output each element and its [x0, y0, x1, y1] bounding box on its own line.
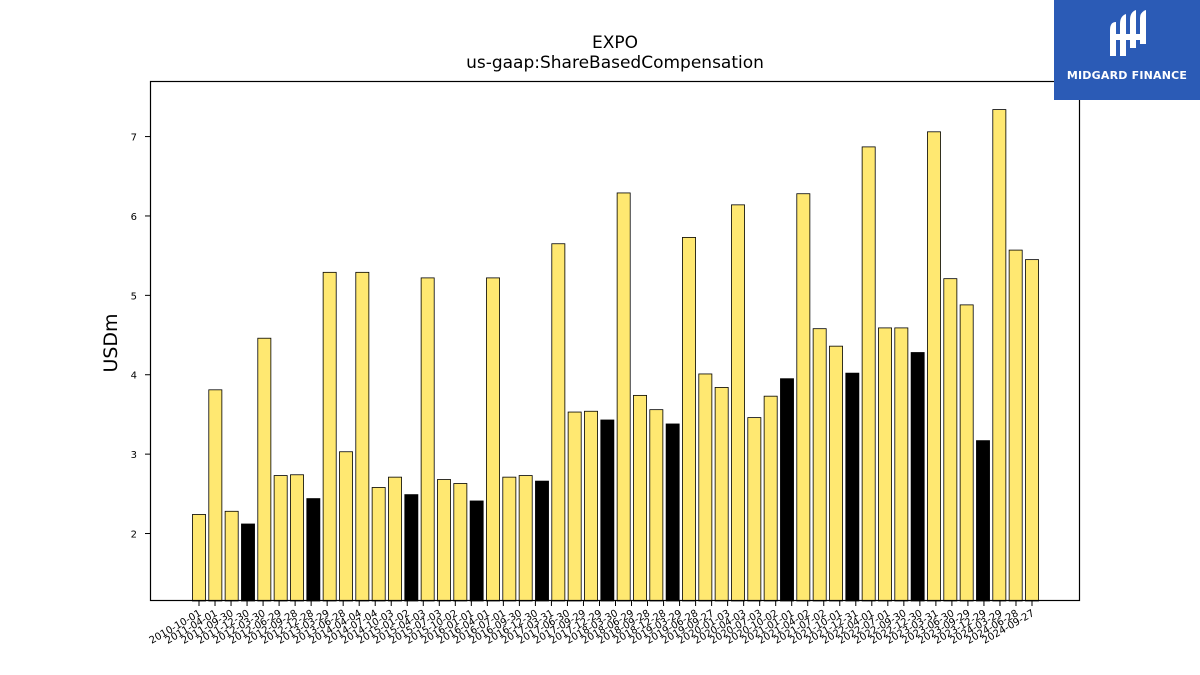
bar-2013-03-29 [322, 271, 337, 602]
x-axis: 2010-10-012011-04-012011-09-302011-12-30… [148, 601, 1037, 647]
y-tick-label: 4 [131, 371, 137, 382]
bar-2018-03-30 [649, 409, 664, 602]
bar-2016-12-30 [567, 411, 582, 602]
y-tick-label: 5 [131, 291, 137, 302]
bar-2023-06-30 [992, 109, 1007, 602]
bar-2015-10-02 [486, 277, 500, 602]
bar-2010-10-01 [192, 514, 206, 602]
bar-2020-01-03 [763, 395, 778, 602]
bar-2016-01-01 [502, 476, 517, 602]
bar-2022-09-30 [943, 278, 958, 602]
bar-2017-03-31 [584, 410, 598, 602]
bar-2021-07-02 [861, 146, 876, 602]
bar-2020-07-03 [796, 193, 811, 602]
bar-2021-04-02 [845, 372, 860, 602]
bar-2017-12-29 [633, 394, 647, 602]
bar-2019-06-28 [731, 204, 745, 602]
bar-2012-09-28 [290, 474, 304, 602]
chart-subtitle: us-gaap:ShareBasedCompensation [466, 53, 764, 73]
y-tick-label: 2 [131, 530, 137, 541]
bar-2019-09-27 [747, 417, 762, 602]
bar-2017-09-29 [616, 192, 631, 602]
y-axis-label: USDm [100, 313, 122, 372]
bar-2014-01-03 [371, 487, 386, 602]
bar-2012-06-29 [273, 475, 288, 602]
bar-2011-04-01 [208, 389, 223, 602]
bar-2018-06-29 [665, 423, 680, 602]
bar-2015-01-02 [437, 479, 451, 602]
bar-2016-04-01 [518, 475, 533, 602]
bar-2013-06-28 [339, 451, 353, 602]
bar-2017-06-30 [600, 419, 615, 602]
chart-title: EXPO [592, 33, 638, 53]
bar-2020-04-03 [780, 378, 794, 602]
bar-2015-04-03 [453, 483, 468, 602]
y-tick-label: 7 [131, 133, 137, 144]
bar-2019-03-29 [714, 387, 729, 602]
bar-2023-12-29 [1025, 259, 1039, 602]
bar-2012-03-30 [257, 337, 272, 602]
bar-2012-12-28 [306, 498, 321, 602]
bar-2023-03-31 [976, 440, 990, 602]
bar-2022-04-01 [910, 352, 925, 602]
bar-2021-01-01 [829, 345, 843, 602]
bar-2018-12-28 [698, 373, 713, 602]
bar-2022-07-01 [927, 131, 941, 602]
bars-group [192, 109, 1039, 602]
y-tick-label: 3 [131, 450, 137, 461]
bar-2016-09-30 [551, 243, 566, 602]
plot-frame [149, 80, 1081, 602]
bar-2018-09-28 [682, 236, 696, 602]
y-tick-label: 6 [131, 212, 137, 223]
bar-2011-12-30 [241, 523, 255, 602]
bar-2023-09-29 [1008, 249, 1023, 602]
bar-2021-10-01 [878, 327, 892, 602]
bar-2015-07-03 [469, 500, 484, 602]
y-axis: 2 3 4 5 6 7 [131, 133, 150, 541]
bar-2011-07-01 [224, 510, 239, 602]
bar-2014-10-03 [420, 277, 435, 602]
midgard-finance-logo: MIDGARD FINANCE [1054, 0, 1200, 100]
bar-2013-09-27 [355, 271, 370, 602]
bar-2014-04-04 [388, 476, 402, 602]
bar-2021-12-31 [894, 327, 909, 602]
bar-2016-07-01 [535, 480, 549, 602]
bar-2020-10-02 [812, 328, 827, 602]
brand-name: MIDGARD FINANCE [1066, 69, 1188, 82]
bar-2014-07-04 [404, 494, 419, 602]
bar-2022-12-30 [959, 304, 974, 602]
midgard-logo-icon [1110, 10, 1146, 56]
